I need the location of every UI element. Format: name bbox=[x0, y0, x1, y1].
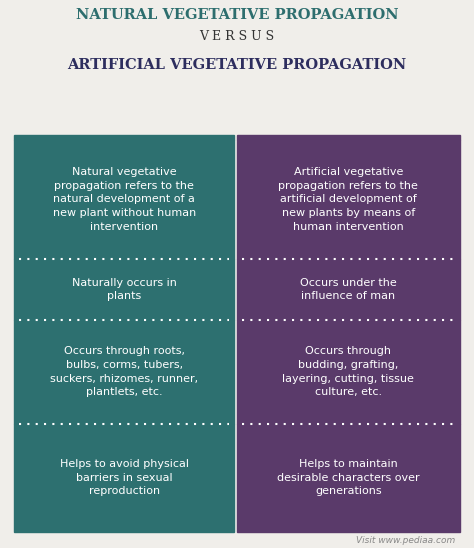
Bar bbox=[237, 424, 460, 532]
Text: Naturally occurs in
plants: Naturally occurs in plants bbox=[72, 278, 177, 301]
Bar bbox=[237, 135, 460, 140]
Text: Helps to maintain
desirable characters over
generations: Helps to maintain desirable characters o… bbox=[277, 459, 419, 496]
Text: V E R S U S: V E R S U S bbox=[200, 30, 274, 43]
Text: NATURAL VEGETATIVE PROPAGATION: NATURAL VEGETATIVE PROPAGATION bbox=[76, 8, 398, 22]
Text: Artificial vegetative
propagation refers to the
artificial development of
new pl: Artificial vegetative propagation refers… bbox=[278, 167, 419, 232]
Bar bbox=[14, 135, 234, 140]
Bar bbox=[14, 259, 234, 320]
Bar bbox=[237, 140, 460, 259]
Text: Occurs under the
influence of man: Occurs under the influence of man bbox=[300, 278, 397, 301]
Bar bbox=[14, 140, 234, 259]
Bar bbox=[237, 259, 460, 320]
Text: Occurs through roots,
bulbs, corms, tubers,
suckers, rhizomes, runner,
plantlets: Occurs through roots, bulbs, corms, tube… bbox=[50, 346, 198, 397]
Bar bbox=[14, 320, 234, 424]
Text: Occurs through
budding, grafting,
layering, cutting, tissue
culture, etc.: Occurs through budding, grafting, layeri… bbox=[283, 346, 414, 397]
Text: Visit www.pediaa.com: Visit www.pediaa.com bbox=[356, 536, 455, 545]
Text: ARTIFICIAL VEGETATIVE PROPAGATION: ARTIFICIAL VEGETATIVE PROPAGATION bbox=[67, 58, 407, 72]
Text: Helps to avoid physical
barriers in sexual
reproduction: Helps to avoid physical barriers in sexu… bbox=[60, 459, 189, 496]
Bar bbox=[14, 424, 234, 532]
Text: Natural vegetative
propagation refers to the
natural development of a
new plant : Natural vegetative propagation refers to… bbox=[53, 167, 196, 232]
Bar bbox=[237, 320, 460, 424]
